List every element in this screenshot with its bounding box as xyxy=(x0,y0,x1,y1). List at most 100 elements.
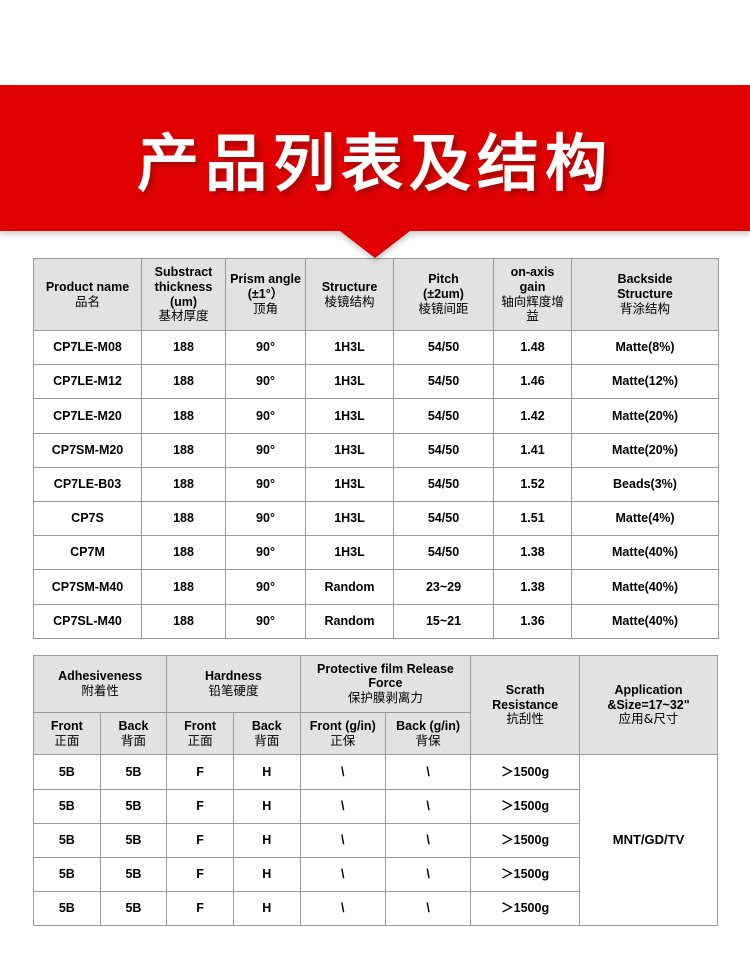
cell-pitch: 54/50 xyxy=(393,398,494,434)
cell-product-name: CP7LE-M08 xyxy=(33,329,142,366)
cell-hardness-back: H xyxy=(232,822,301,859)
cell-hardness-front: F xyxy=(166,856,234,893)
cell-backside: Matte(12%) xyxy=(571,364,719,400)
cell-prism-angle: 90° xyxy=(225,432,306,468)
table-row: 5B 5B F H \ \ ＞1500g xyxy=(33,822,718,859)
cell-release-back: \ xyxy=(384,856,472,893)
cell-gain: 1.52 xyxy=(493,466,572,502)
table-row: CP7LE-M12 188 90° 1H3L 54/50 1.46 Matte(… xyxy=(33,364,719,400)
table-group-header-row: Adhesiveness 附着性 Hardness 铅笔硬度 Protectiv… xyxy=(32,654,718,756)
cell-gain: 1.38 xyxy=(493,535,572,571)
cell-hardness-back: H xyxy=(232,891,301,927)
cell-adhesiveness-back: 5B xyxy=(99,856,168,893)
col-header-on-axis-gain: on-axis gain 轴向辉度增益 xyxy=(493,258,572,331)
cell-pitch: 23~29 xyxy=(393,569,494,605)
col-header-substract-thickness: Substract thickness (um) 基材厚度 xyxy=(141,258,226,331)
cell-adhesiveness-front: 5B xyxy=(33,788,101,824)
cell-thickness: 188 xyxy=(141,432,226,468)
cell-pitch: 54/50 xyxy=(393,432,494,468)
cell-release-front: \ xyxy=(299,788,386,824)
col-header-release-back: Back (g/in) 背保 xyxy=(384,711,472,756)
cell-thickness: 188 xyxy=(141,364,226,400)
table-row: CP7LE-B03 188 90° 1H3L 54/50 1.52 Beads(… xyxy=(33,466,719,502)
cell-release-front: \ xyxy=(299,754,386,790)
cell-prism-angle: 90° xyxy=(225,535,306,571)
col-header-hardness-back: Back 背面 xyxy=(232,711,301,756)
cell-adhesiveness-front: 5B xyxy=(33,754,101,790)
cell-structure: 1H3L xyxy=(305,535,394,571)
cell-gain: 1.46 xyxy=(493,364,572,400)
cell-hardness-front: F xyxy=(166,822,234,859)
cell-product-name: CP7SM-M40 xyxy=(33,569,142,605)
table-row: CP7SL-M40 188 90° Random 15~21 1.36 Matt… xyxy=(33,603,719,639)
page-title: 产品列表及结构 xyxy=(136,127,613,200)
cell-hardness-front: F xyxy=(166,788,234,824)
cell-backside: Matte(20%) xyxy=(571,398,719,434)
cell-adhesiveness-front: 5B xyxy=(33,822,101,859)
table-row: 5B 5B F H \ \ ＞1500g xyxy=(33,856,718,893)
cell-scrath-resistance: ＞1500g xyxy=(470,754,580,790)
cell-prism-angle: 90° xyxy=(225,466,306,502)
cell-thickness: 188 xyxy=(141,398,226,434)
table-separator xyxy=(33,639,717,655)
cell-structure: 1H3L xyxy=(305,398,394,434)
cell-adhesiveness-back: 5B xyxy=(99,754,168,790)
cell-scrath-resistance: ＞1500g xyxy=(470,822,580,859)
cell-structure: Random xyxy=(305,569,394,605)
product-spec-table: Product name 品名 Substract thickness (um)… xyxy=(33,258,719,639)
cell-adhesiveness-back: 5B xyxy=(99,822,168,859)
cell-structure: 1H3L xyxy=(305,500,394,537)
cell-release-front: \ xyxy=(299,856,386,893)
cell-gain: 1.38 xyxy=(493,569,572,605)
table-sub-header-row: Front 正面 Back 背面 Front 正面 Back 背面 Front … xyxy=(33,711,718,756)
cell-gain: 1.42 xyxy=(493,398,572,434)
product-spec-table-body: CP7LE-M08 188 90° 1H3L 54/50 1.48 Matte(… xyxy=(33,329,719,639)
cell-scrath-resistance: ＞1500g xyxy=(470,856,580,893)
cell-pitch: 54/50 xyxy=(393,466,494,502)
cell-backside: Beads(3%) xyxy=(571,466,719,502)
cell-thickness: 188 xyxy=(141,603,226,639)
col-header-prism-angle: Prism angle (±1°） 顶角 xyxy=(225,258,306,331)
cell-thickness: 188 xyxy=(141,329,226,366)
cell-thickness: 188 xyxy=(141,535,226,571)
table-row: 5B 5B F H \ \ ＞1500g xyxy=(33,891,718,927)
col-header-hardness-front: Front 正面 xyxy=(166,711,234,756)
cell-pitch: 15~21 xyxy=(393,603,494,639)
col-header-scrath-resistance: Scrath Resistance 抗刮性 xyxy=(470,654,580,756)
cell-scrath-resistance: ＞1500g xyxy=(470,891,580,927)
cell-gain: 1.51 xyxy=(493,500,572,537)
table-row: 5B 5B F H \ \ ＞1500g MNT/GD/TV xyxy=(33,754,718,927)
col-header-structure: Structure 棱镜结构 xyxy=(305,258,394,331)
cell-backside: Matte(40%) xyxy=(571,569,719,605)
cell-pitch: 54/50 xyxy=(393,364,494,400)
table-row: CP7M 188 90° 1H3L 54/50 1.38 Matte(40%) xyxy=(33,535,719,571)
col-header-release-front: Front (g/in) 正保 xyxy=(299,711,386,756)
cell-prism-angle: 90° xyxy=(225,364,306,400)
cell-prism-angle: 90° xyxy=(225,603,306,639)
cell-release-front: \ xyxy=(299,822,386,859)
cell-prism-angle: 90° xyxy=(225,500,306,537)
cell-backside: Matte(40%) xyxy=(571,535,719,571)
cell-thickness: 188 xyxy=(141,466,226,502)
table-row: CP7SM-M40 188 90° Random 23~29 1.38 Matt… xyxy=(33,569,719,605)
cell-hardness-front: F xyxy=(166,754,234,790)
cell-adhesiveness-front: 5B xyxy=(33,891,101,927)
cell-hardness-back: H xyxy=(232,856,301,893)
col-header-adhesiveness-back: Back 背面 xyxy=(99,711,168,756)
cell-structure: 1H3L xyxy=(305,329,394,366)
cell-gain: 1.41 xyxy=(493,432,572,468)
table-row: CP7S 188 90° 1H3L 54/50 1.51 Matte(4%) xyxy=(33,500,719,537)
cell-backside: Matte(20%) xyxy=(571,432,719,468)
cell-pitch: 54/50 xyxy=(393,500,494,537)
cell-release-back: \ xyxy=(384,788,472,824)
table-header-row: Product name 品名 Substract thickness (um)… xyxy=(33,258,719,331)
cell-release-back: \ xyxy=(384,754,472,790)
cell-product-name: CP7LE-B03 xyxy=(33,466,142,502)
cell-structure: 1H3L xyxy=(305,432,394,468)
cell-product-name: CP7LE-M12 xyxy=(33,364,142,400)
cell-adhesiveness-front: 5B xyxy=(33,856,101,893)
cell-pitch: 54/50 xyxy=(393,535,494,571)
cell-release-back: \ xyxy=(384,891,472,927)
table-row: CP7LE-M08 188 90° 1H3L 54/50 1.48 Matte(… xyxy=(33,329,719,366)
cell-product-name: CP7LE-M20 xyxy=(33,398,142,434)
